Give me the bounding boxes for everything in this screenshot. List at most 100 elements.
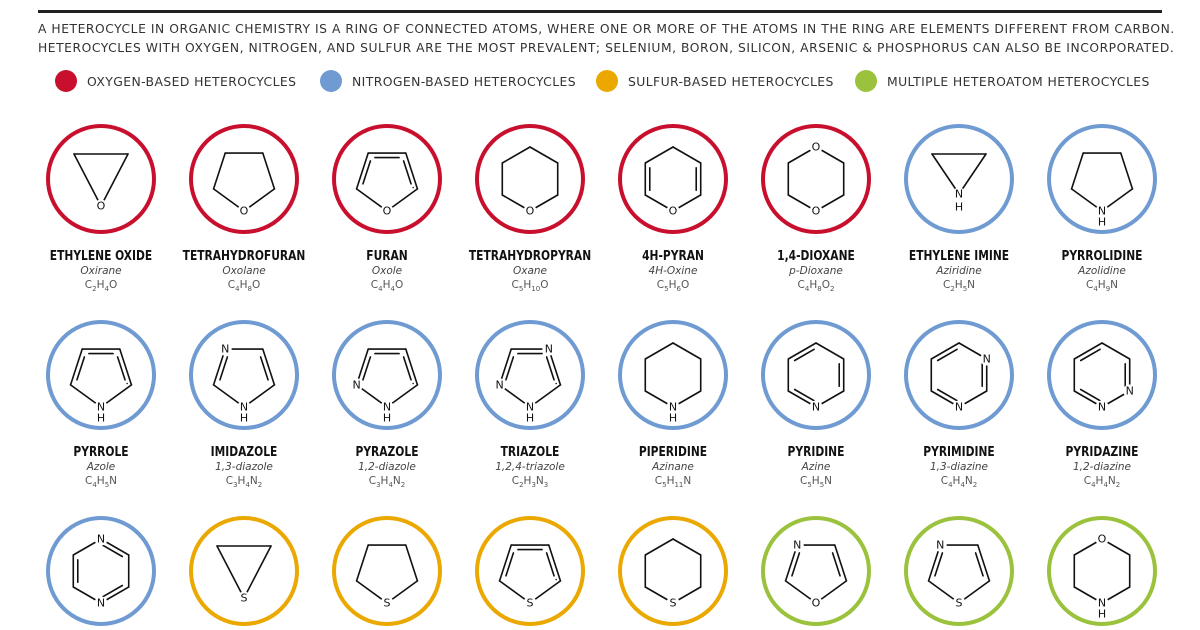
oxygen-atom: O: [812, 205, 821, 218]
structure-diagram: SN: [904, 516, 1014, 626]
compound-name: PYRIDINE: [787, 444, 845, 460]
compound-alt-name: Oxirane: [80, 265, 122, 277]
compound-name: TETRAHYDROFURAN: [182, 248, 306, 264]
nitrogen-atom: N: [526, 401, 534, 414]
compound-name: PYRIMIDINE: [923, 444, 995, 460]
oxygen-atom: O: [97, 200, 106, 213]
oxygen-atom: O: [383, 205, 392, 218]
legend-label-nitrogen: NITROGEN-BASED HETEROCYCLES: [352, 73, 577, 89]
legend-oxygen: OXYGEN-BASED HETEROCYCLES: [55, 70, 296, 92]
structure-diagram: NHN: [332, 320, 442, 430]
legend-dot-sulfur: [596, 70, 618, 92]
nitrogen-atom: N: [97, 533, 105, 546]
nitrogen-atom: N: [1098, 597, 1106, 610]
legend-sulfur: SULFUR-BASED HETEROCYCLES: [596, 70, 834, 92]
nitrogen-atom: N: [1098, 401, 1106, 414]
category-ring: [1047, 516, 1157, 626]
hydrogen-atom: H: [526, 412, 534, 425]
category-ring: [189, 320, 299, 430]
structure-diagram: O NH: [1047, 516, 1157, 626]
sulfur-atom: S: [384, 597, 391, 610]
oxygen-atom: O: [812, 597, 821, 610]
compound-formula: C4H4O: [370, 279, 404, 294]
hydrogen-atom: H: [669, 412, 677, 425]
molecule-skeleton: S: [498, 544, 562, 610]
category-ring: [332, 124, 442, 234]
compound-alt-name: Azine: [801, 461, 831, 473]
oxygen-atom: O: [526, 205, 535, 218]
sulfur-atom: S: [670, 597, 677, 610]
compound-formula: C2H3N3: [511, 475, 549, 490]
nitrogen-atom: N: [545, 343, 553, 356]
category-ring: [189, 516, 299, 626]
compound-alt-name: Azole: [86, 461, 116, 473]
hydrogen-atom: H: [383, 412, 391, 425]
molecule-skeleton: N: [787, 342, 845, 414]
compound-formula: C4H4N2: [1083, 475, 1121, 490]
molecule-skeleton: ON: [784, 538, 848, 610]
nitrogen-atom: N: [221, 343, 229, 356]
compound-formula: C3H4N2: [225, 475, 263, 490]
category-ring: [618, 516, 728, 626]
category-ring: [761, 320, 871, 430]
structure-diagram: NH: [1047, 124, 1157, 234]
top-rule: [38, 10, 1162, 13]
nitrogen-atom: N: [793, 539, 801, 552]
intro-line-1: A HETEROCYCLE IN ORGANIC CHEMISTRY IS A …: [38, 22, 1175, 36]
category-ring: [904, 124, 1014, 234]
nitrogen-atom: N: [983, 353, 991, 366]
molecule-skeleton: NH: [644, 342, 702, 425]
structure-diagram: NN: [46, 516, 156, 626]
hydrogen-atom: H: [955, 201, 963, 214]
nitrogen-atom: N: [352, 378, 360, 391]
structure-diagram: O: [189, 124, 299, 234]
legend-label-multiple: MULTIPLE HETEROATOM HETEROCYCLES: [887, 73, 1150, 89]
compound-formula: C5H5N: [799, 475, 833, 490]
structure-diagram: S: [189, 516, 299, 626]
molecule-skeleton: NH: [1070, 152, 1134, 229]
structure-diagram: NN: [904, 320, 1014, 430]
compound-formula: C4H4N2: [940, 475, 978, 490]
compound-formula: C4H5N: [84, 475, 118, 490]
compound-formula: C5H6O: [656, 279, 690, 294]
molecule-skeleton: NN: [930, 342, 994, 414]
category-ring: [1047, 320, 1157, 430]
compound-name: IMIDAZOLE: [210, 444, 278, 460]
legend-dot-oxygen: [55, 70, 77, 92]
category-ring: [761, 124, 871, 234]
oxygen-atom: O: [812, 141, 821, 154]
intro-line-2: HETEROCYCLES WITH OXYGEN, NITROGEN, AND …: [38, 41, 1175, 55]
nitrogen-atom: N: [97, 597, 105, 610]
molecule-skeleton: O: [501, 146, 559, 218]
compound-alt-name: Aziridine: [936, 265, 982, 277]
compound-name: TRIAZOLE: [500, 444, 560, 460]
compound-name: TETRAHYDROPYRAN: [468, 248, 592, 264]
category-ring: [761, 516, 871, 626]
category-ring: [475, 124, 585, 234]
category-ring: [46, 516, 156, 626]
structure-diagram: O: [618, 124, 728, 234]
compound-name: FURAN: [366, 248, 408, 264]
compound-alt-name: Azinane: [652, 461, 694, 473]
compound-formula: C2H5N: [942, 279, 976, 294]
hydrogen-atom: H: [1098, 216, 1106, 229]
compound-alt-name: Oxole: [371, 265, 403, 277]
oxygen-atom: O: [669, 205, 678, 218]
nitrogen-atom: N: [669, 401, 677, 414]
nitrogen-atom: N: [383, 401, 391, 414]
molecule-skeleton: O: [212, 152, 276, 218]
compound-alt-name: Oxane: [512, 265, 548, 277]
sulfur-atom: S: [241, 592, 248, 605]
structure-diagram: NH: [618, 320, 728, 430]
compound-alt-name: 1,3-diazole: [215, 461, 273, 473]
molecule-skeleton: NN: [1073, 342, 1137, 414]
molecule-skeleton: O: [73, 153, 129, 213]
structure-diagram: O: [475, 124, 585, 234]
category-ring: [904, 516, 1014, 626]
compound-formula: C5H10O: [511, 279, 549, 294]
structure-diagram: O: [46, 124, 156, 234]
molecule-skeleton: O: [355, 152, 419, 218]
molecule-skeleton: NH: [69, 348, 133, 425]
nitrogen-atom: N: [812, 401, 820, 414]
category-ring: [332, 516, 442, 626]
